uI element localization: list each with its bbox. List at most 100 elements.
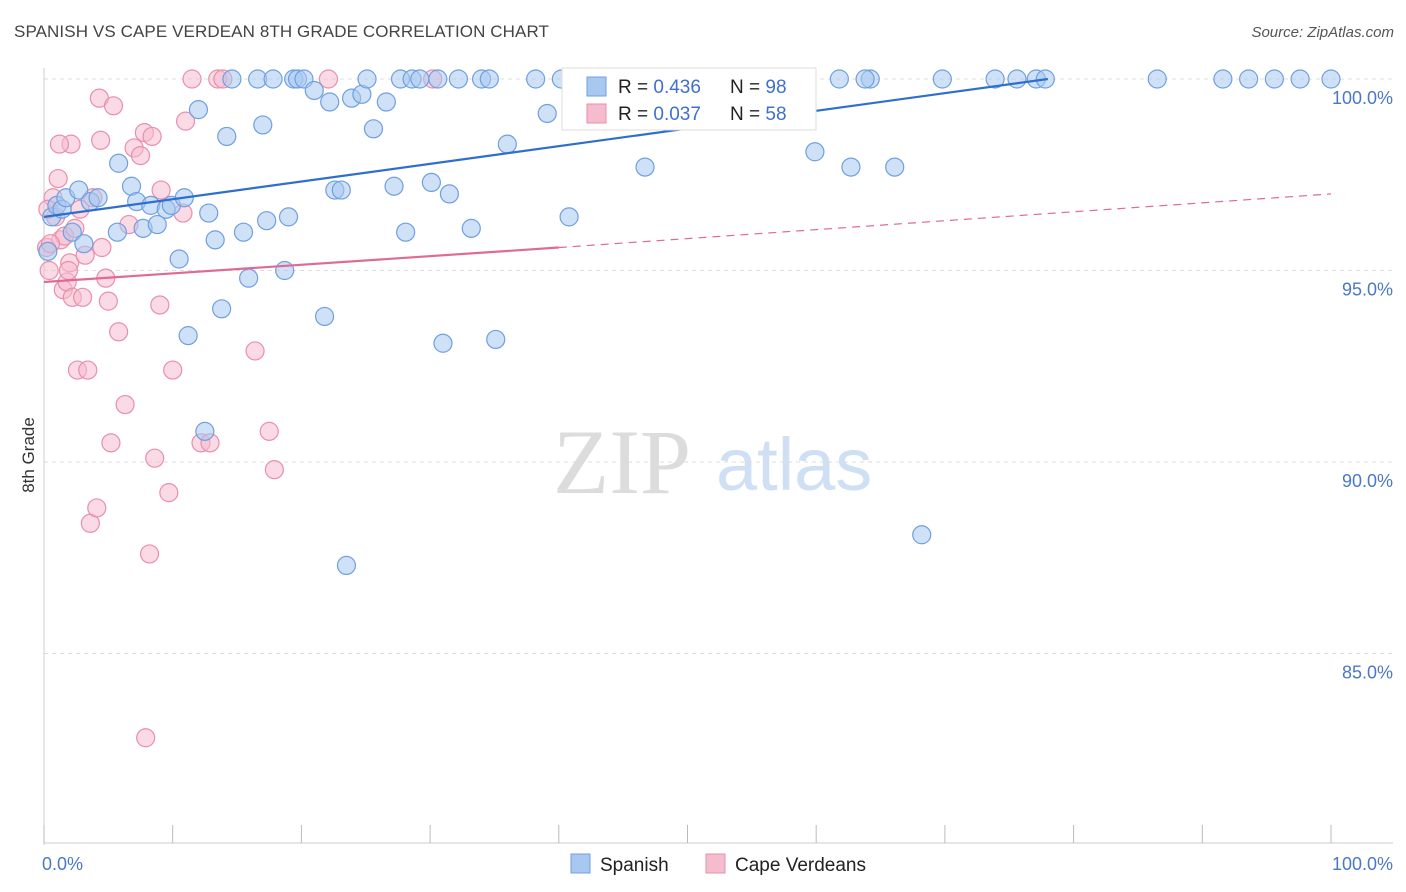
spanish-point bbox=[396, 222, 416, 242]
cape-verdeans-point bbox=[136, 728, 156, 748]
svg-text:N = 58: N = 58 bbox=[730, 104, 787, 125]
spanish-point bbox=[357, 69, 377, 89]
spanish-trend-line bbox=[43, 77, 1049, 218]
cape-verdeans-point bbox=[264, 460, 284, 480]
spanish-point bbox=[195, 421, 215, 441]
spanish-point bbox=[1321, 69, 1341, 89]
spanish-point bbox=[932, 69, 952, 89]
watermark-atlas: atlas bbox=[716, 423, 872, 506]
spanish-point bbox=[448, 69, 469, 89]
cape-verdeans-point bbox=[182, 69, 202, 89]
cape-verdeans-point bbox=[78, 360, 98, 380]
legend-n-value: 58 bbox=[765, 104, 786, 125]
legend-n-label: N = bbox=[730, 104, 765, 125]
cape-verdeans-point bbox=[145, 448, 165, 468]
cape-verdeans-point bbox=[58, 260, 79, 281]
y-tick-labels: 100.0% 95.0% 90.0% 85.0% bbox=[1332, 88, 1393, 683]
bottom-legend-spanish: Spanish bbox=[600, 855, 669, 876]
legend-r-label: R = bbox=[618, 77, 653, 98]
y-axis-label: 8th Grade bbox=[19, 417, 38, 493]
cape-verdeans-point bbox=[49, 134, 70, 154]
cape-verdeans-point bbox=[115, 394, 135, 415]
spanish-point bbox=[188, 100, 209, 120]
cape-verdeans-point bbox=[245, 341, 265, 361]
spanish-point bbox=[178, 326, 198, 346]
cape-verdeans-point bbox=[142, 126, 162, 147]
spanish-point bbox=[805, 142, 825, 162]
spanish-point bbox=[635, 157, 655, 177]
legend-swatch-cape-verdeans bbox=[586, 103, 607, 124]
spanish-point bbox=[147, 214, 167, 235]
cape-verdeans-point bbox=[159, 483, 179, 503]
spanish-point bbox=[331, 180, 351, 200]
legend-swatch-spanish bbox=[586, 76, 607, 97]
spanish-point bbox=[217, 126, 237, 147]
spanish-point bbox=[433, 333, 453, 353]
cape-verdeans-point bbox=[163, 360, 183, 380]
spanish-point bbox=[222, 69, 242, 89]
cape-verdeans-point bbox=[91, 130, 111, 150]
spanish-point bbox=[320, 92, 340, 112]
spanish-point bbox=[314, 306, 335, 327]
spanish-point bbox=[439, 184, 460, 204]
spanish-point bbox=[1264, 69, 1284, 89]
spanish-point bbox=[69, 180, 89, 200]
legend-n-value: 98 bbox=[765, 77, 786, 98]
spanish-point bbox=[985, 69, 1005, 89]
spanish-point bbox=[1213, 69, 1233, 89]
svg-text:R = 0.436: R = 0.436 bbox=[618, 77, 701, 98]
spanish-point bbox=[537, 103, 557, 124]
spanish-point bbox=[526, 69, 546, 89]
spanish-point bbox=[559, 207, 579, 227]
spanish-point bbox=[376, 92, 396, 112]
spanish-point bbox=[829, 69, 849, 89]
y-tick-label: 100.0% bbox=[1332, 88, 1393, 108]
cape-verdeans-point bbox=[101, 433, 121, 453]
spanish-point bbox=[275, 260, 295, 281]
spanish-point bbox=[410, 69, 430, 89]
spanish-point bbox=[1290, 69, 1310, 89]
spanish-point bbox=[62, 222, 82, 242]
cape-verdeans-point bbox=[150, 295, 170, 315]
cape-verdeans-point bbox=[103, 96, 124, 116]
legend-n-label: N = bbox=[730, 77, 765, 98]
spanish-point bbox=[428, 69, 448, 89]
cape-verdeans-point bbox=[48, 168, 68, 189]
cape-verdeans-point bbox=[318, 69, 339, 89]
cape-verdeans-point bbox=[259, 421, 279, 441]
cape-verdeans-point bbox=[87, 498, 107, 518]
spanish-point bbox=[855, 69, 875, 89]
spanish-point bbox=[384, 176, 404, 196]
spanish-point bbox=[74, 234, 94, 254]
bottom-legend-cape-verdeans: Cape Verdeans bbox=[735, 855, 866, 876]
series-legend: Spanish Cape Verdeans bbox=[570, 853, 866, 876]
spanish-point bbox=[304, 80, 324, 101]
cape-verdeans-point bbox=[151, 180, 171, 200]
x-tick-max: 100.0% bbox=[1332, 854, 1393, 874]
spanish-point bbox=[109, 153, 129, 173]
cape-verdeans-point bbox=[139, 544, 160, 564]
source-label: Source: ZipAtlas.com bbox=[1251, 24, 1394, 41]
gridlines bbox=[44, 78, 1393, 654]
bottom-legend-swatch-spanish bbox=[570, 853, 591, 874]
cape-verdeans-point bbox=[130, 146, 151, 166]
spanish-point bbox=[841, 157, 861, 177]
spanish-point bbox=[205, 230, 225, 250]
spanish-point bbox=[169, 249, 189, 269]
spanish-point bbox=[1007, 69, 1027, 89]
legend-r-value: 0.436 bbox=[653, 77, 701, 98]
spanish-point bbox=[239, 268, 259, 288]
spanish-point bbox=[479, 69, 499, 89]
spanish-point bbox=[263, 69, 283, 89]
chart-title: SPANISH VS CAPE VERDEAN 8TH GRADE CORREL… bbox=[14, 22, 550, 41]
trend-lines bbox=[43, 77, 1332, 284]
cape-verdeans-trend-line bbox=[43, 246, 559, 284]
svg-text:R = 0.037: R = 0.037 bbox=[618, 104, 701, 125]
spanish-point bbox=[257, 211, 277, 231]
spanish-point bbox=[885, 157, 905, 177]
spanish-point bbox=[253, 115, 273, 135]
spanish-point bbox=[212, 299, 232, 319]
spanish-point bbox=[107, 222, 127, 242]
y-tick-label: 95.0% bbox=[1342, 280, 1393, 300]
